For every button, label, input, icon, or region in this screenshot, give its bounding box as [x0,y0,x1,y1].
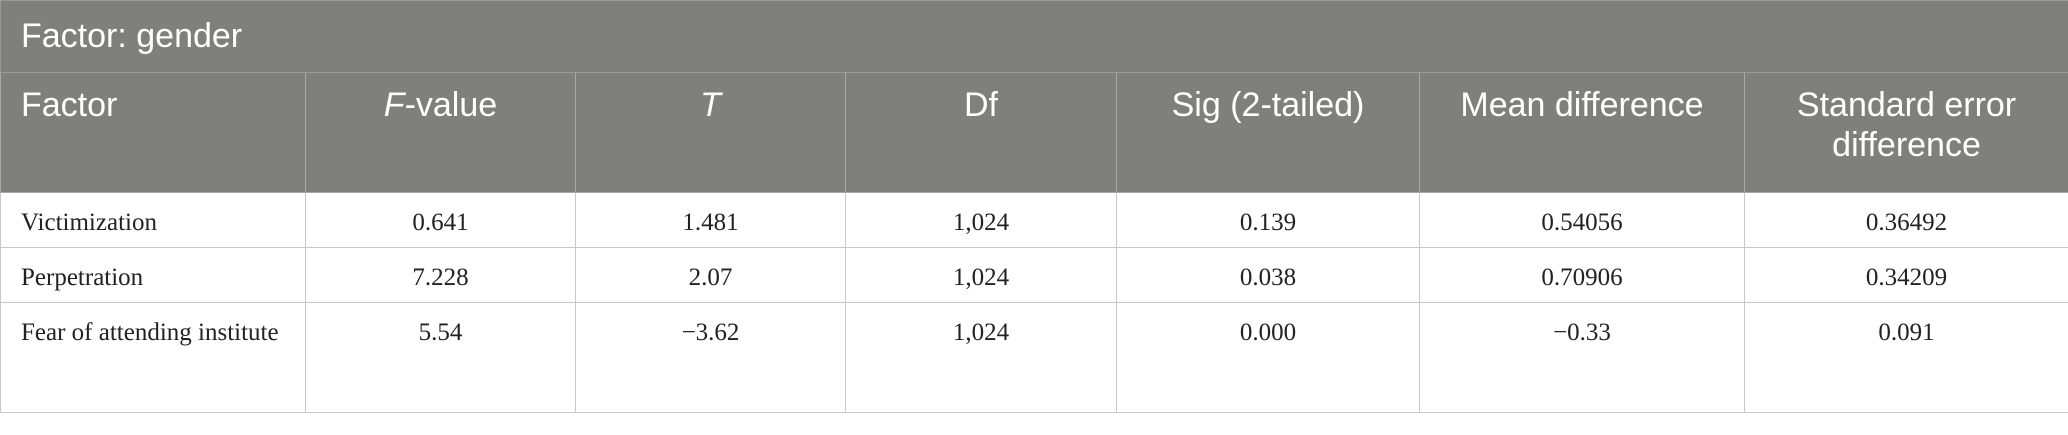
table-cell: 0.70906 [1419,247,1745,303]
column-header: T [575,72,846,193]
table-cell: 1,024 [845,192,1117,248]
data-table: Factor: gender Factor F-value T Df Sig (2-ta… [0,0,2068,413]
row-label: Victimization [0,192,306,248]
table-body: Victimization 0.641 1.481 1,024 0.139 0.54056… [0,192,2068,413]
table-cell: 1,024 [845,247,1117,303]
table-cell: 2.07 [575,247,846,303]
table-cell: 5.54 [305,302,576,413]
header-part: -value [404,86,498,124]
table-cell: 0.139 [1116,192,1420,248]
table-cell: 0.641 [305,192,576,248]
table-cell: 1.481 [575,192,846,248]
table-cell: 0.000 [1116,302,1420,413]
table-cell: −0.33 [1419,302,1745,413]
column-header: Mean difference [1419,72,1745,193]
table-row: Victimization 0.641 1.481 1,024 0.139 0.54056… [0,192,2068,248]
row-label: Perpetration [0,247,306,303]
title-row: Factor: gender [0,0,2068,73]
column-header: Factor [0,72,306,193]
table-cell: 0.36492 [1743,192,2068,248]
table-row: Perpetration 7.228 2.07 1,024 0.038 0.70906 0.… [0,247,2068,303]
table-cell: 7.228 [305,247,576,303]
row-label: Fear of attending institute [0,302,306,413]
table-row: Fear of attending institute 5.54 −3.62 1,02… [0,302,2068,413]
column-header: Sig (2-tailed) [1116,72,1420,193]
table-cell: 0.038 [1116,247,1420,303]
table-title: Factor: gender [0,0,2068,73]
header-part: F [383,86,405,124]
table-cell: 0.54056 [1419,192,1745,248]
table-cell: −3.62 [575,302,846,413]
header-row: Factor F-value T Df Sig (2-tailed) Mean diffe… [0,72,2068,193]
table-head: Factor: gender Factor F-value T Df Sig (2-ta… [0,0,2068,193]
column-header: Standard error difference [1743,72,2068,193]
column-header: Df [845,72,1117,193]
column-header: F-value [305,72,576,193]
table-cell: 1,024 [845,302,1117,413]
table-cell: 0.091 [1743,302,2068,413]
table-cell: 0.34209 [1743,247,2068,303]
